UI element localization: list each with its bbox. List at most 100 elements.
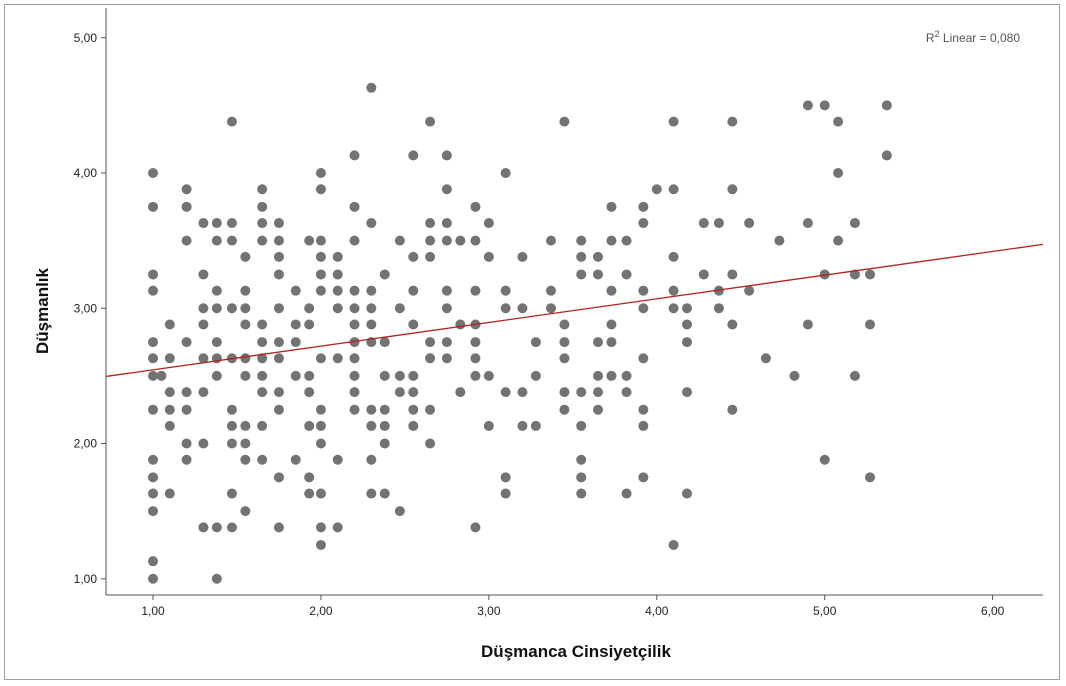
data-point xyxy=(379,488,390,499)
data-point xyxy=(240,506,251,517)
data-point xyxy=(713,218,724,229)
data-point xyxy=(517,420,528,431)
data-point xyxy=(349,319,360,330)
data-point xyxy=(198,319,209,330)
data-point xyxy=(682,387,693,398)
data-point xyxy=(148,506,159,517)
data-point xyxy=(211,303,222,314)
x-ticks: 1,00 2,00 3,00 4,00 5,00 6,00 xyxy=(141,595,1005,618)
data-point xyxy=(606,201,617,212)
data-point xyxy=(198,438,209,449)
data-point xyxy=(638,201,649,212)
data-point xyxy=(257,218,268,229)
data-point xyxy=(470,235,481,246)
data-point xyxy=(315,420,326,431)
data-point xyxy=(394,303,405,314)
data-point xyxy=(441,184,452,195)
data-point xyxy=(441,285,452,296)
data-point xyxy=(211,522,222,533)
data-point xyxy=(713,303,724,314)
data-point xyxy=(559,319,570,330)
data-point xyxy=(181,438,192,449)
data-point xyxy=(576,488,587,499)
data-point xyxy=(240,370,251,381)
data-point xyxy=(425,235,436,246)
data-point xyxy=(148,269,159,280)
data-point xyxy=(181,337,192,348)
data-point xyxy=(226,420,237,431)
r2-rest: Linear = 0,080 xyxy=(940,31,1021,45)
data-point xyxy=(394,370,405,381)
data-point xyxy=(349,201,360,212)
data-point xyxy=(148,353,159,364)
data-point xyxy=(638,472,649,483)
data-point xyxy=(257,337,268,348)
y-tick-label: 3,00 xyxy=(74,301,98,315)
data-point xyxy=(148,556,159,567)
data-point xyxy=(349,150,360,161)
data-point xyxy=(638,420,649,431)
data-point xyxy=(441,303,452,314)
x-tick-label: 6,00 xyxy=(981,604,1005,618)
data-point xyxy=(668,303,679,314)
data-point xyxy=(638,404,649,415)
data-point xyxy=(500,285,511,296)
data-point xyxy=(240,353,251,364)
data-point xyxy=(408,150,419,161)
data-point xyxy=(668,116,679,127)
data-point xyxy=(576,387,587,398)
data-point xyxy=(349,337,360,348)
data-point xyxy=(606,285,617,296)
data-point xyxy=(315,522,326,533)
data-point xyxy=(273,303,284,314)
data-point xyxy=(226,438,237,449)
data-point xyxy=(257,387,268,398)
data-point xyxy=(257,235,268,246)
x-axis-title: Düşmanca Cinsiyetçilik xyxy=(481,642,671,661)
data-point xyxy=(500,168,511,179)
data-point xyxy=(408,404,419,415)
data-point xyxy=(682,488,693,499)
data-point xyxy=(638,303,649,314)
data-point xyxy=(727,404,738,415)
x-tick-label: 1,00 xyxy=(141,604,165,618)
data-point xyxy=(366,82,377,93)
data-point xyxy=(304,319,315,330)
data-point xyxy=(651,184,662,195)
data-point xyxy=(559,404,570,415)
data-point xyxy=(304,472,315,483)
data-point xyxy=(470,522,481,533)
data-point xyxy=(349,353,360,364)
data-point xyxy=(865,472,876,483)
data-point xyxy=(593,387,604,398)
data-point xyxy=(559,353,570,364)
r2-superscript: 2 xyxy=(935,29,940,39)
data-point xyxy=(148,454,159,465)
data-point xyxy=(576,472,587,483)
data-point xyxy=(315,438,326,449)
data-point xyxy=(349,387,360,398)
data-point xyxy=(760,353,771,364)
data-point xyxy=(211,370,222,381)
data-point xyxy=(332,454,343,465)
data-point xyxy=(332,303,343,314)
data-point xyxy=(668,285,679,296)
data-point xyxy=(226,488,237,499)
data-point xyxy=(198,269,209,280)
data-point xyxy=(226,218,237,229)
data-point xyxy=(211,235,222,246)
data-point xyxy=(425,353,436,364)
y-tick-label: 4,00 xyxy=(74,166,98,180)
data-point xyxy=(483,370,494,381)
data-point xyxy=(273,218,284,229)
data-point xyxy=(819,100,830,111)
data-point xyxy=(315,539,326,550)
data-point xyxy=(455,235,466,246)
data-point xyxy=(240,438,251,449)
data-point xyxy=(441,235,452,246)
data-point xyxy=(576,454,587,465)
data-point xyxy=(682,319,693,330)
data-point xyxy=(470,285,481,296)
data-point xyxy=(181,201,192,212)
data-point xyxy=(576,269,587,280)
